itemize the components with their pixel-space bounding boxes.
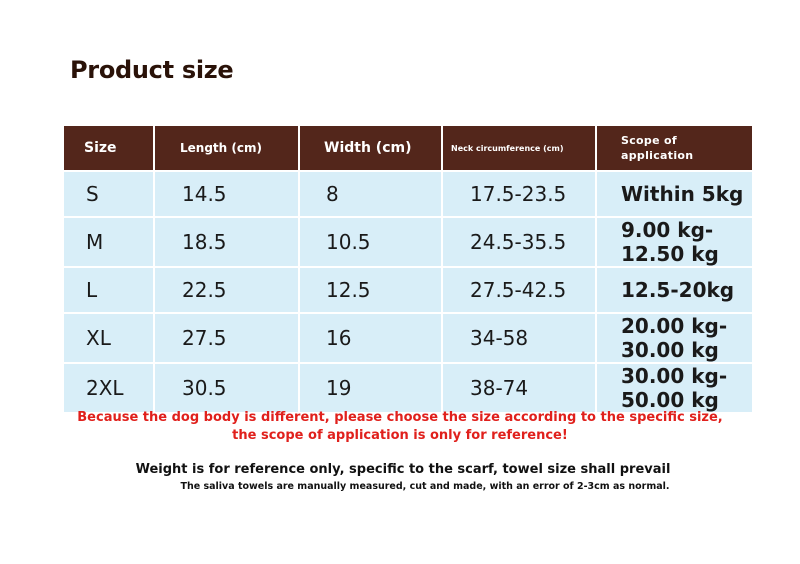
cell-length: 22.5 [155, 268, 300, 314]
weight-note: Weight is for reference only, specific t… [0, 462, 800, 477]
cell-scope: 30.00 kg-50.00 kg [597, 364, 752, 414]
header-scope: Scope of application [597, 126, 752, 170]
cell-neck: 34-58 [443, 314, 597, 364]
cell-scope: 20.00 kg-30.00 kg [597, 314, 752, 364]
cell-size: M [64, 218, 155, 268]
header-length: Length (cm) [155, 126, 300, 170]
size-disclaimer-line2: the scope of application is only for ref… [0, 427, 800, 445]
cell-scope: 9.00 kg-12.50 kg [597, 218, 752, 268]
measurement-note: The saliva towels are manually measured,… [180, 480, 670, 494]
cell-neck: 38-74 [443, 364, 597, 414]
table-row: 2XL 30.5 19 38-74 30.00 kg-50.00 kg [64, 364, 752, 414]
cell-width: 19 [300, 364, 443, 414]
cell-size: L [64, 268, 155, 314]
cell-width: 8 [300, 170, 443, 218]
cell-neck: 24.5-35.5 [443, 218, 597, 268]
table-row: L 22.5 12.5 27.5-42.5 12.5-20kg [64, 268, 752, 314]
table-row: S 14.5 8 17.5-23.5 Within 5kg [64, 170, 752, 218]
cell-neck: 27.5-42.5 [443, 268, 597, 314]
table-row: M 18.5 10.5 24.5-35.5 9.00 kg-12.50 kg [64, 218, 752, 268]
page-title: Product size [70, 56, 233, 84]
table-header-row: Size Length (cm) Width (cm) Neck circumf… [64, 126, 752, 170]
size-table: Size Length (cm) Width (cm) Neck circumf… [64, 126, 752, 414]
cell-length: 27.5 [155, 314, 300, 364]
cell-size: S [64, 170, 155, 218]
cell-scope: Within 5kg [597, 170, 752, 218]
cell-width: 10.5 [300, 218, 443, 268]
header-scope-line2: application [621, 149, 693, 162]
cell-size: XL [64, 314, 155, 364]
header-neck: Neck circumference (cm) [443, 126, 597, 170]
size-disclaimer: Because the dog body is different, pleas… [0, 409, 800, 445]
cell-scope: 12.5-20kg [597, 268, 752, 314]
size-disclaimer-line1: Because the dog body is different, pleas… [0, 409, 800, 427]
cell-length: 30.5 [155, 364, 300, 414]
header-width: Width (cm) [300, 126, 443, 170]
table-row: XL 27.5 16 34-58 20.00 kg-30.00 kg [64, 314, 752, 364]
cell-length: 14.5 [155, 170, 300, 218]
cell-size: 2XL [64, 364, 155, 414]
cell-neck: 17.5-23.5 [443, 170, 597, 218]
cell-width: 16 [300, 314, 443, 364]
cell-length: 18.5 [155, 218, 300, 268]
header-size: Size [64, 126, 155, 170]
cell-width: 12.5 [300, 268, 443, 314]
header-scope-line1: Scope of [621, 134, 677, 147]
